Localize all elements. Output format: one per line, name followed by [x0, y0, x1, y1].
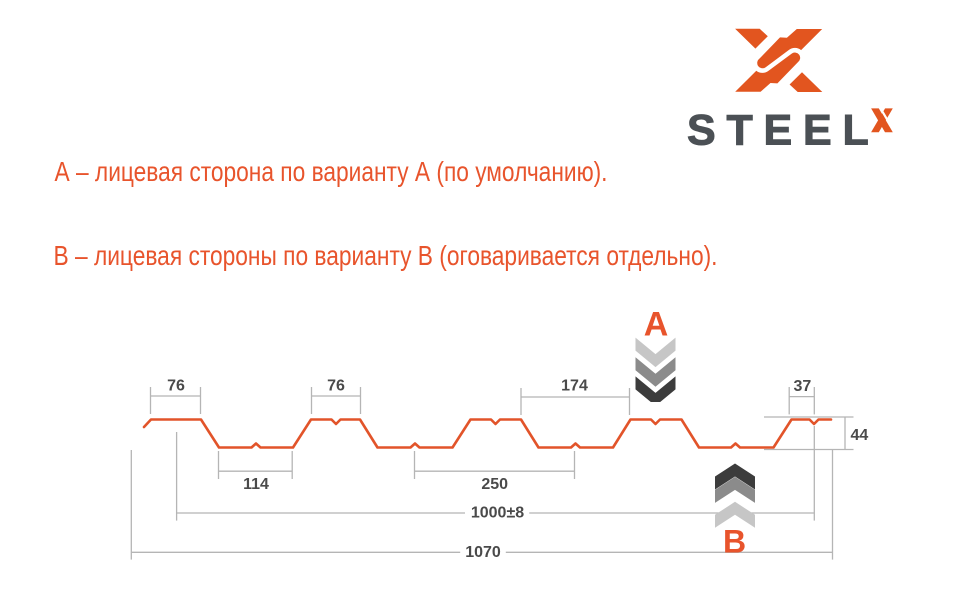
svg-text:STEEL: STEEL — [687, 107, 880, 155]
svg-text:B: B — [723, 524, 746, 560]
svg-text:1070: 1070 — [465, 544, 501, 561]
svg-text:114: 114 — [243, 476, 269, 493]
svg-text:1000±8: 1000±8 — [471, 505, 524, 522]
svg-text:А – лицевая сторона по вариант: А – лицевая сторона по варианту А (по ум… — [55, 156, 608, 187]
svg-text:В – лицевая стороны по вариант: В – лицевая стороны по варианту В (огова… — [54, 240, 718, 271]
svg-text:A: A — [644, 306, 669, 344]
svg-text:76: 76 — [167, 377, 185, 394]
svg-text:174: 174 — [561, 378, 588, 395]
svg-text:37: 37 — [794, 378, 812, 395]
svg-text:44: 44 — [851, 427, 869, 444]
svg-text:76: 76 — [327, 377, 345, 394]
svg-text:250: 250 — [481, 476, 508, 493]
